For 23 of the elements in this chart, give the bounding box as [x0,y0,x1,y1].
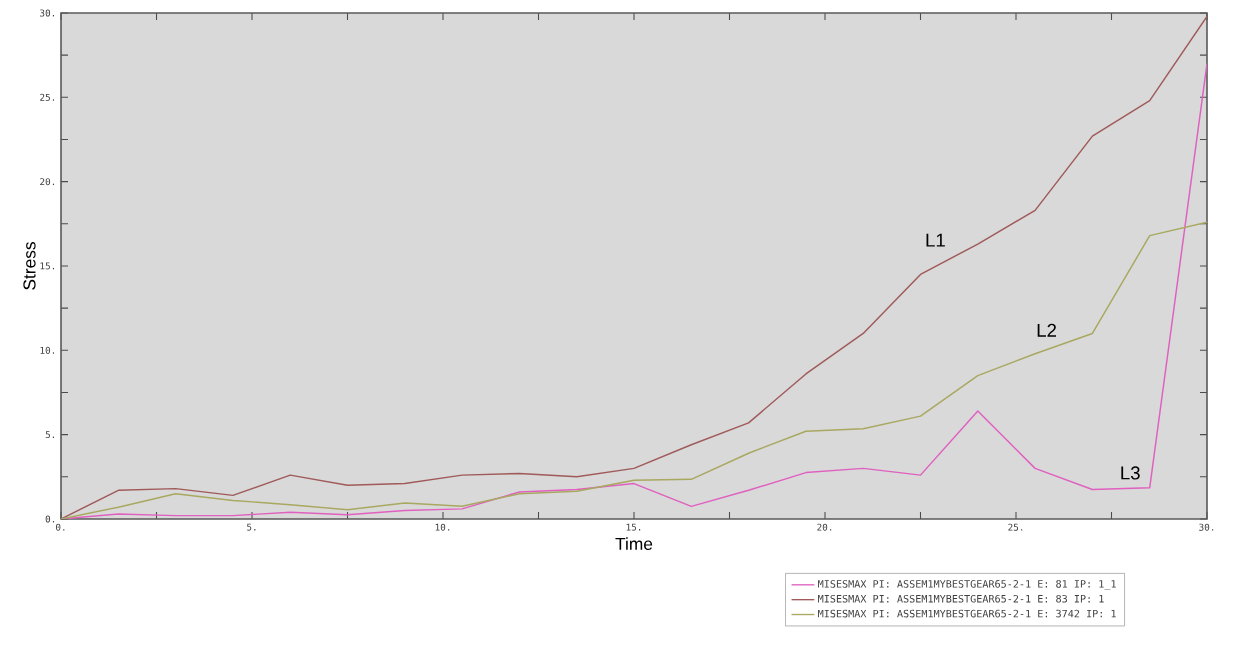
legend-label: MISESMAX PI: ASSEM1MYBESTGEAR65-2-1 E: 3742 IP: 1 [818,609,1116,618]
annotation: L2 [1037,323,1057,337]
x-tick-label: 20. [817,523,832,531]
y-tick-label: 5. [45,431,55,439]
legend-label: MISESMAX PI: ASSEM1MYBESTGEAR65-2-1 E: 81 IP: 1_1 [818,580,1116,590]
y-tick-label: 30. [40,9,55,17]
y-tick-label: 20. [40,178,55,186]
x-tick-label: 0. [56,523,65,531]
y-tick-label: 0. [45,515,55,523]
y-tick-label: 10. [40,346,55,354]
y-tick-label: 25. [40,93,55,101]
x-tick-label: 10. [435,523,450,531]
annotation: L1 [926,233,945,247]
line-series [61,221,1207,519]
annotation: L3 [1121,466,1140,480]
x-tick-label: 5. [247,523,256,531]
x-tick-label: 15. [626,523,641,531]
y-tick-label: 15. [40,262,55,270]
legend-label: MISESMAX PI: ASSEM1MYBESTGEAR65-2-1 E: 83 IP: 1 [818,594,1104,603]
x-axis-title: Time [615,537,653,550]
x-tick-label: 30. [1199,523,1214,531]
x-tick-label: 25. [1008,523,1023,531]
y-axis-title: Stress [23,242,36,290]
